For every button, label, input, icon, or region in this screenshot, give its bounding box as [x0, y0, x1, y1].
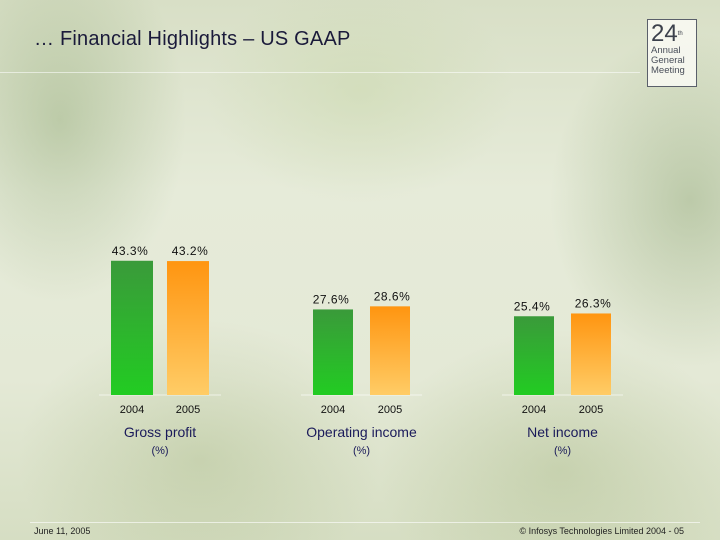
- bar-value-label: 43.3%: [112, 244, 149, 258]
- logo-line-general: General: [651, 55, 685, 66]
- bar-2004: [514, 316, 554, 395]
- logo-superscript: th: [677, 31, 683, 37]
- bar-2004: [313, 309, 353, 395]
- logo-number: 24: [651, 20, 678, 47]
- chart-subtitle: (%): [151, 445, 168, 457]
- bar-2005: [167, 261, 209, 395]
- agm-logo: 24th Annual General Meeting: [647, 19, 697, 87]
- title-divider: [0, 72, 640, 73]
- page-title: … Financial Highlights – US GAAP: [34, 28, 351, 50]
- category-label: 2005: [579, 404, 603, 416]
- chart-subtitle: (%): [554, 445, 571, 457]
- chart-subtitle: (%): [353, 445, 370, 457]
- logo-line-meeting: Meeting: [651, 65, 685, 76]
- bar-value-label: 25.4%: [514, 299, 551, 313]
- footer-date: June 11, 2005: [34, 526, 91, 536]
- bar-2004: [111, 260, 153, 395]
- bar-value-label: 27.6%: [313, 292, 350, 306]
- bar-2005: [370, 306, 410, 395]
- bar-value-label: 26.3%: [575, 296, 612, 310]
- bar-value-label: 28.6%: [374, 289, 411, 303]
- bar-2005: [571, 313, 611, 395]
- footer-divider: [30, 522, 700, 523]
- category-label: 2004: [522, 404, 546, 416]
- chart-title: Gross profit: [124, 424, 196, 440]
- footer-copyright: © Infosys Technologies Limited 2004 - 05: [519, 526, 684, 536]
- bar-value-label: 43.2%: [172, 244, 209, 258]
- category-label: 2005: [176, 404, 200, 416]
- logo-line-annual: Annual: [651, 45, 681, 56]
- chart-title: Net income: [527, 424, 598, 440]
- category-label: 2004: [321, 404, 345, 416]
- chart-title: Operating income: [306, 424, 417, 440]
- category-label: 2005: [378, 404, 402, 416]
- category-label: 2004: [120, 404, 144, 416]
